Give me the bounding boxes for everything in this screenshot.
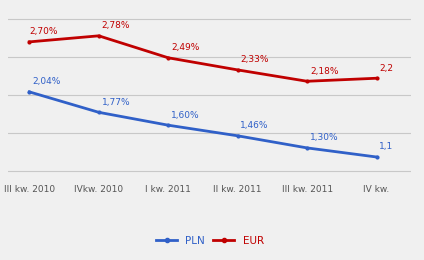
EUR xyxy=(235,68,240,72)
Text: 1,1: 1,1 xyxy=(379,142,393,152)
Text: 2,78%: 2,78% xyxy=(101,21,130,30)
Line: PLN: PLN xyxy=(27,90,379,159)
EUR xyxy=(96,34,101,37)
PLN xyxy=(27,90,32,93)
PLN xyxy=(235,134,240,137)
PLN xyxy=(374,155,379,159)
Text: 1,46%: 1,46% xyxy=(240,121,269,130)
PLN xyxy=(166,124,171,127)
EUR xyxy=(166,56,171,59)
EUR xyxy=(27,40,32,43)
PLN xyxy=(304,146,310,150)
Legend: PLN, EUR: PLN, EUR xyxy=(152,232,268,250)
Text: 1,30%: 1,30% xyxy=(310,133,338,142)
Text: 2,18%: 2,18% xyxy=(310,67,338,76)
EUR xyxy=(374,77,379,80)
Text: 2,70%: 2,70% xyxy=(29,27,58,36)
PLN xyxy=(96,111,101,114)
Text: 1,77%: 1,77% xyxy=(101,98,130,107)
Text: 2,33%: 2,33% xyxy=(240,55,269,64)
Text: 1,60%: 1,60% xyxy=(171,111,200,120)
EUR xyxy=(304,80,310,83)
Text: 2,04%: 2,04% xyxy=(32,77,61,86)
Line: EUR: EUR xyxy=(27,34,379,83)
Text: 2,49%: 2,49% xyxy=(171,43,199,52)
Text: 2,2: 2,2 xyxy=(379,64,393,73)
